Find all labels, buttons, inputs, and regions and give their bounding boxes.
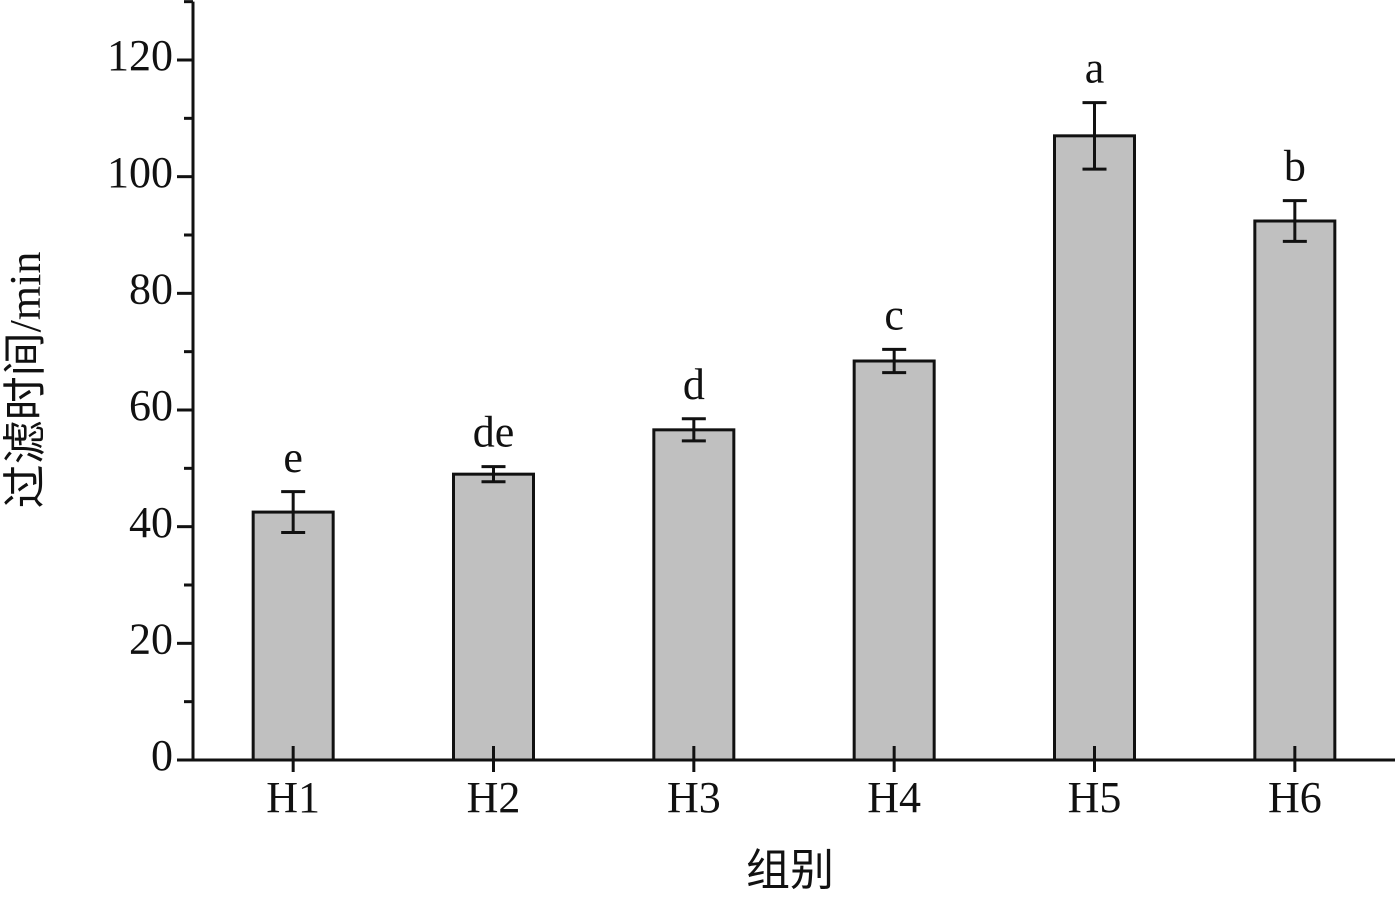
y-tick-label: 80: [129, 264, 173, 313]
bar: [1053, 134, 1136, 762]
y-tick-label: 20: [129, 614, 173, 663]
y-axis-label: 过滤时间/min: [1, 252, 50, 509]
x-tick-label: H5: [1068, 773, 1122, 822]
bar: [852, 359, 936, 762]
bar: [1253, 219, 1337, 762]
bar: [251, 510, 335, 762]
significance-label: a: [1085, 44, 1105, 93]
significance-label: d: [683, 360, 705, 409]
y-tick-label: 60: [129, 381, 173, 430]
significance-label: c: [884, 290, 904, 339]
y-tick-label: 100: [107, 148, 173, 197]
x-axis-label: 组别: [746, 846, 834, 895]
x-tick-label: H6: [1268, 773, 1322, 822]
significance-label: b: [1284, 142, 1306, 191]
x-tick-label: H2: [467, 773, 521, 822]
y-tick-label: 120: [107, 31, 173, 80]
x-tick-label: H4: [867, 773, 921, 822]
x-tick-label: H1: [266, 773, 320, 822]
y-tick-label: 40: [129, 498, 173, 547]
significance-label: de: [473, 408, 515, 457]
bar: [652, 428, 736, 762]
significance-label: e: [283, 433, 303, 482]
y-tick-label: 0: [151, 731, 173, 780]
x-tick-label: H3: [667, 773, 721, 822]
bar: [452, 472, 535, 762]
